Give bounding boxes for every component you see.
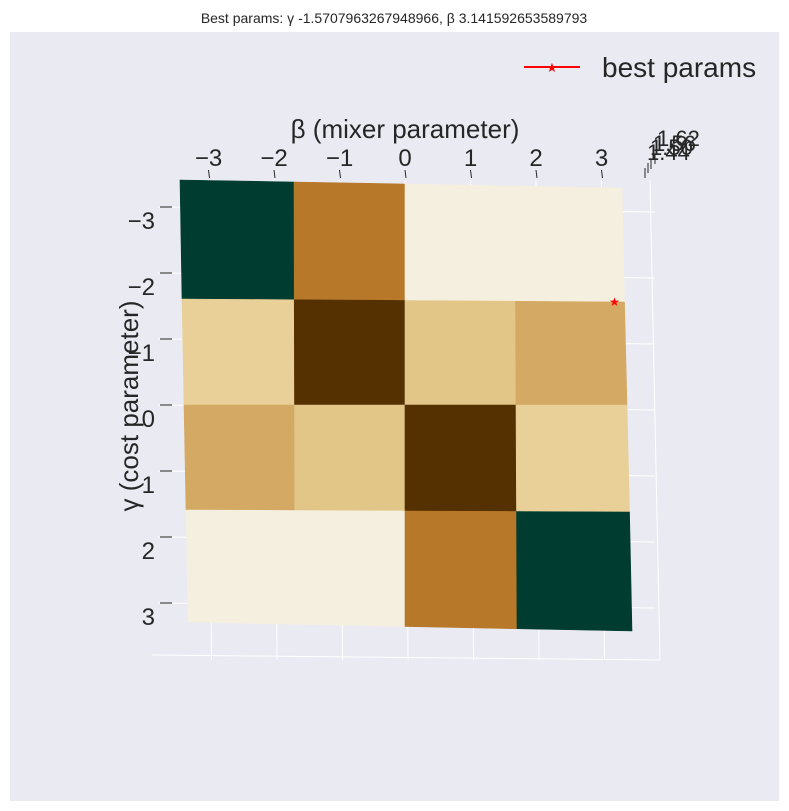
y-tick-label: 0 <box>142 406 155 433</box>
surface-cell <box>293 299 406 406</box>
x-tick-mark <box>535 169 538 179</box>
surface-cell <box>515 404 630 513</box>
surface-cell <box>185 509 296 625</box>
surface-cell <box>404 510 518 630</box>
surface-cell <box>183 404 296 511</box>
x-tick-label: 2 <box>529 145 542 172</box>
x-tick-mark <box>470 169 472 179</box>
z-axis-line <box>649 179 661 661</box>
x-tick-label: 1 <box>464 145 477 172</box>
surface-cell <box>404 404 517 512</box>
x-axis-label: β (mixer parameter) <box>291 114 520 144</box>
x-tick-label: −3 <box>195 145 222 172</box>
surface-cells <box>179 179 633 632</box>
x-axis-ticks: −3 −2 −1 0 1 2 3 <box>195 145 608 179</box>
best-params-marker: ★ <box>609 295 620 309</box>
surface-cell <box>294 404 406 512</box>
surface-cell <box>516 511 633 632</box>
z-tick-label: 1.50 <box>650 135 693 160</box>
chart-title: Best params: γ -1.5707963267948966, β 3.… <box>201 10 588 26</box>
z-axis-ticks: 1.441.501.561.62 <box>644 126 700 178</box>
surface-cell <box>293 181 406 301</box>
surface-cell <box>404 183 516 302</box>
x-tick-mark <box>601 169 603 179</box>
y-tick-label: 3 <box>142 604 155 631</box>
z-tick-label: 1.44 <box>647 140 690 165</box>
surface-cell <box>294 510 406 627</box>
x-tick-mark <box>208 169 210 179</box>
z-tick-label: 1.62 <box>657 126 700 151</box>
legend-label: best params <box>602 52 756 83</box>
x-tick-label: −2 <box>260 145 287 172</box>
x-tick-mark <box>273 169 276 179</box>
x-tick-mark <box>404 169 407 179</box>
bottom-axis-line <box>151 654 661 661</box>
surface-cell <box>404 300 517 406</box>
legend: ★ best params <box>524 52 756 83</box>
surface-cell <box>179 179 295 301</box>
surface-cell <box>181 298 295 406</box>
z-tick-label: 1.56 <box>653 131 696 156</box>
y-tick-label: −1 <box>128 340 155 367</box>
x-tick-label: 0 <box>398 145 411 172</box>
legend-star-icon: ★ <box>546 61 558 76</box>
y-axis-ticks: −3 −2 −1 0 1 2 3 <box>128 206 172 631</box>
y-tick-label: −3 <box>128 208 155 235</box>
y-tick-label: −2 <box>128 274 155 301</box>
x-tick-label: −1 <box>326 145 353 172</box>
x-tick-label: 3 <box>595 145 608 172</box>
surface-cell <box>514 185 625 303</box>
y-tick-label: 2 <box>142 538 155 565</box>
y-axis-label: γ (cost parameter) <box>114 301 144 512</box>
x-tick-mark <box>339 169 341 179</box>
y-tick-label: 1 <box>142 472 155 499</box>
surface-cell <box>515 300 628 406</box>
